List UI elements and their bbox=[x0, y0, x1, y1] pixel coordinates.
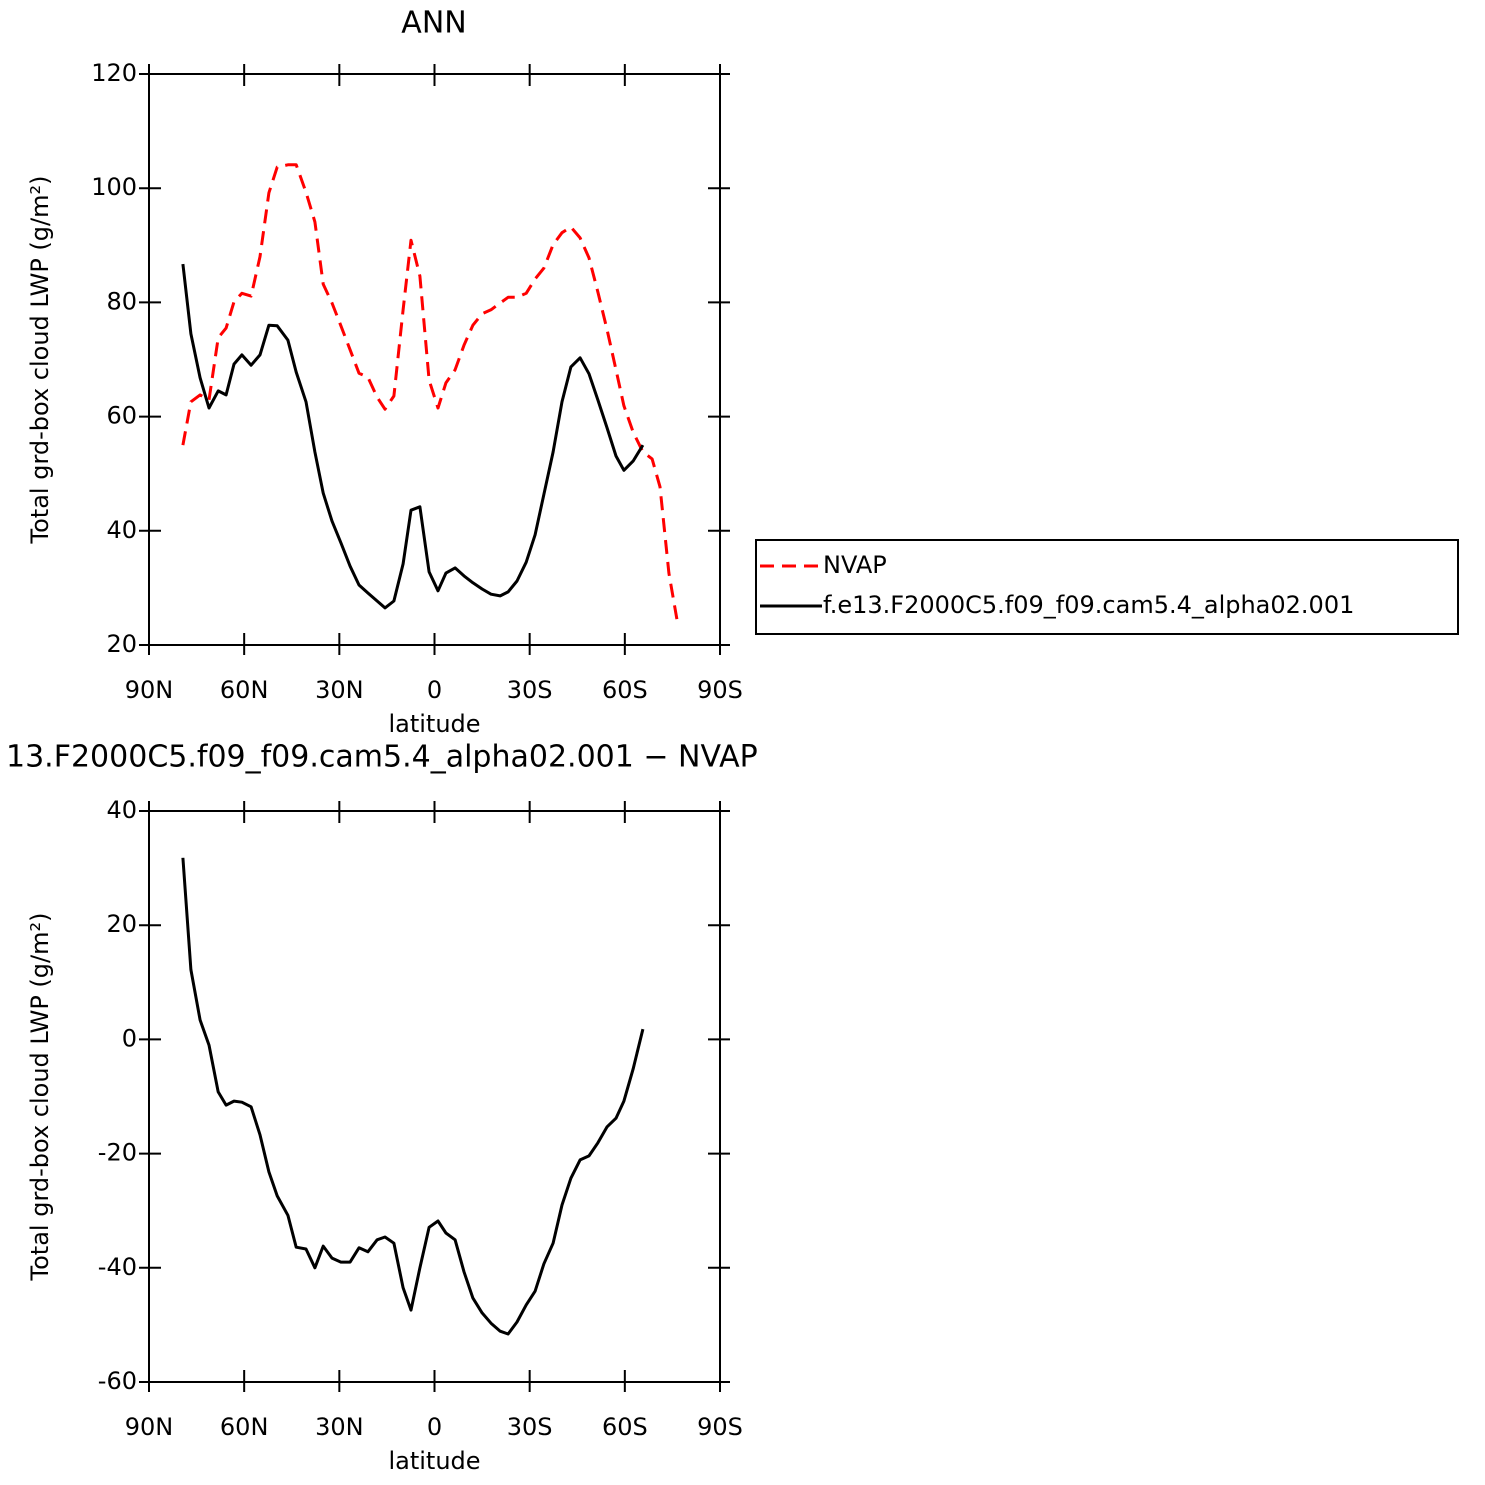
chart-title: ANN bbox=[401, 6, 466, 41]
x-tick-label: 90N bbox=[125, 676, 174, 704]
x-tick-label: 30S bbox=[507, 676, 553, 704]
x-axis-label: latitude bbox=[388, 710, 480, 738]
x-tick-label: 90S bbox=[697, 676, 743, 704]
x-tick-label: 60S bbox=[602, 676, 648, 704]
y-tick-label: 20 bbox=[106, 630, 137, 658]
x-tick-label: 30S bbox=[507, 1413, 553, 1441]
series-line bbox=[181, 163, 679, 622]
legend-box bbox=[755, 539, 1459, 635]
x-tick-label: 90N bbox=[125, 1413, 174, 1441]
plot-frame bbox=[148, 810, 721, 1383]
y-tick-label: 60 bbox=[106, 402, 137, 430]
x-tick-label: 30N bbox=[315, 676, 364, 704]
x-tick-label: 60S bbox=[602, 1413, 648, 1441]
y-tick-label: 40 bbox=[106, 516, 137, 544]
x-axis-label: latitude bbox=[388, 1447, 480, 1475]
x-tick-label: 60N bbox=[220, 676, 269, 704]
y-tick-label: -20 bbox=[98, 1139, 137, 1167]
legend-label: f.e13.F2000C5.f09_f09.cam5.4_alpha02.001 bbox=[823, 591, 1354, 619]
x-tick-label: 90S bbox=[697, 1413, 743, 1441]
chart-title: 13.F2000C5.f09_f09.cam5.4_alpha02.001 − … bbox=[6, 740, 758, 775]
x-tick-label: 0 bbox=[427, 676, 442, 704]
y-tick-label: -40 bbox=[98, 1253, 137, 1281]
y-axis-label: Total grd-box cloud LWP (g/m²) bbox=[26, 913, 54, 1282]
y-tick-label: 20 bbox=[106, 910, 137, 938]
y-tick-label: 100 bbox=[91, 173, 137, 201]
x-tick-label: 60N bbox=[220, 1413, 269, 1441]
plot-frame bbox=[148, 73, 721, 646]
y-tick-label: 40 bbox=[106, 796, 137, 824]
y-tick-label: 0 bbox=[122, 1024, 137, 1052]
y-axis-label: Total grd-box cloud LWP (g/m²) bbox=[26, 176, 54, 545]
series-line bbox=[181, 857, 645, 1336]
y-tick-label: 80 bbox=[106, 287, 137, 315]
y-tick-label: 120 bbox=[91, 59, 137, 87]
legend-label: NVAP bbox=[823, 551, 887, 579]
x-tick-label: 0 bbox=[427, 1413, 442, 1441]
y-tick-label: -60 bbox=[98, 1367, 137, 1395]
x-tick-label: 30N bbox=[315, 1413, 364, 1441]
series-line bbox=[181, 263, 645, 610]
